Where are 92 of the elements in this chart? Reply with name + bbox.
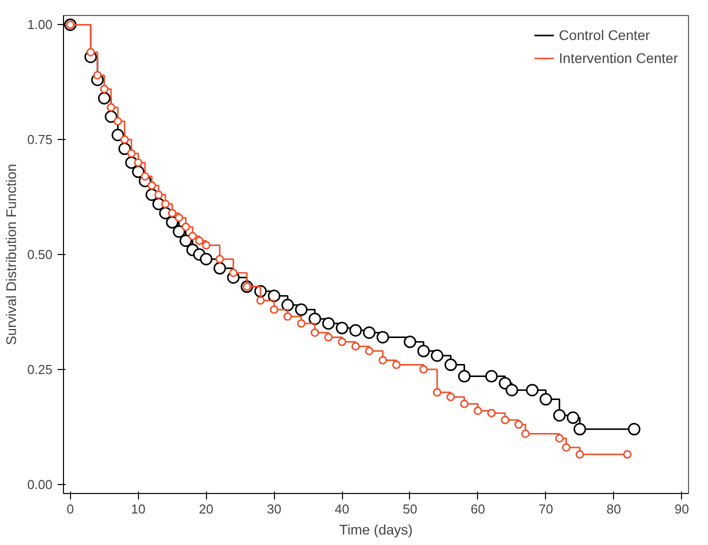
point — [268, 290, 280, 302]
x-tick-label: 30 — [266, 502, 282, 516]
point — [351, 342, 360, 351]
x-tick-label: 40 — [334, 502, 350, 516]
point — [180, 234, 192, 247]
y-tick-label: 1.00 — [27, 17, 53, 32]
x-tick-label: 90 — [674, 502, 689, 516]
x-tick-label: 20 — [198, 502, 214, 516]
point — [256, 296, 265, 305]
point — [562, 443, 570, 452]
point — [540, 393, 552, 406]
point — [114, 116, 122, 126]
legend-label: Control Center — [558, 27, 650, 43]
point — [555, 434, 564, 443]
point — [195, 236, 204, 245]
point — [161, 200, 170, 208]
point — [281, 298, 294, 312]
y-axis-title: Survival Distribution Function — [3, 164, 20, 346]
point — [182, 222, 190, 232]
point — [154, 190, 163, 199]
x-tick-label: 80 — [606, 502, 622, 516]
point — [216, 254, 224, 264]
point — [576, 450, 584, 459]
point — [430, 349, 444, 362]
point — [500, 416, 510, 424]
point — [364, 346, 374, 356]
x-axis-title: Time (days) — [339, 522, 413, 538]
point — [458, 370, 471, 383]
point — [202, 241, 210, 250]
point — [118, 142, 131, 156]
point — [295, 303, 308, 316]
point — [338, 338, 346, 346]
x-tick-label: 50 — [402, 502, 418, 516]
point — [174, 213, 184, 222]
legend-label: Intervention Center — [558, 50, 678, 66]
x-tick-label: 70 — [538, 502, 554, 516]
y-tick-label: 0.25 — [27, 362, 53, 377]
point — [283, 312, 292, 321]
point — [140, 172, 150, 181]
point — [120, 135, 129, 144]
point — [106, 103, 116, 112]
point — [566, 411, 580, 424]
point — [487, 408, 496, 418]
point — [188, 232, 197, 240]
point — [444, 358, 457, 372]
point — [623, 450, 632, 459]
x-tick-label: 0 — [66, 502, 74, 516]
point — [514, 420, 523, 429]
point — [417, 344, 430, 358]
point — [229, 268, 238, 278]
point — [132, 166, 144, 178]
point — [485, 370, 498, 383]
point — [526, 384, 538, 396]
point — [349, 324, 362, 337]
point — [310, 328, 320, 337]
y-tick-label: 0.75 — [27, 132, 53, 148]
point — [506, 384, 518, 396]
point — [474, 406, 482, 416]
y-tick-label: 0.00 — [27, 476, 53, 492]
point — [628, 422, 640, 436]
point — [93, 71, 102, 80]
point — [200, 252, 212, 266]
point — [432, 388, 442, 397]
point — [376, 330, 390, 344]
point — [270, 305, 278, 314]
point — [127, 149, 136, 158]
point — [98, 92, 111, 104]
point — [86, 48, 95, 57]
point — [112, 128, 124, 142]
point — [392, 360, 401, 370]
point — [404, 336, 416, 348]
x-tick-label: 60 — [470, 502, 486, 516]
point — [336, 322, 348, 334]
point — [324, 332, 333, 342]
x-tick-label: 10 — [131, 502, 146, 516]
point — [148, 181, 156, 190]
point — [446, 392, 455, 402]
point — [308, 312, 322, 326]
point — [214, 262, 226, 275]
point — [322, 317, 335, 330]
y-tick-label: 0.50 — [27, 247, 53, 262]
point — [460, 400, 469, 408]
point — [574, 422, 586, 436]
point — [100, 84, 109, 94]
point — [378, 356, 388, 364]
point — [419, 365, 428, 374]
point — [553, 409, 566, 422]
point — [362, 326, 376, 339]
point — [168, 208, 176, 218]
point — [521, 430, 530, 438]
point — [134, 158, 142, 167]
point — [297, 319, 306, 328]
